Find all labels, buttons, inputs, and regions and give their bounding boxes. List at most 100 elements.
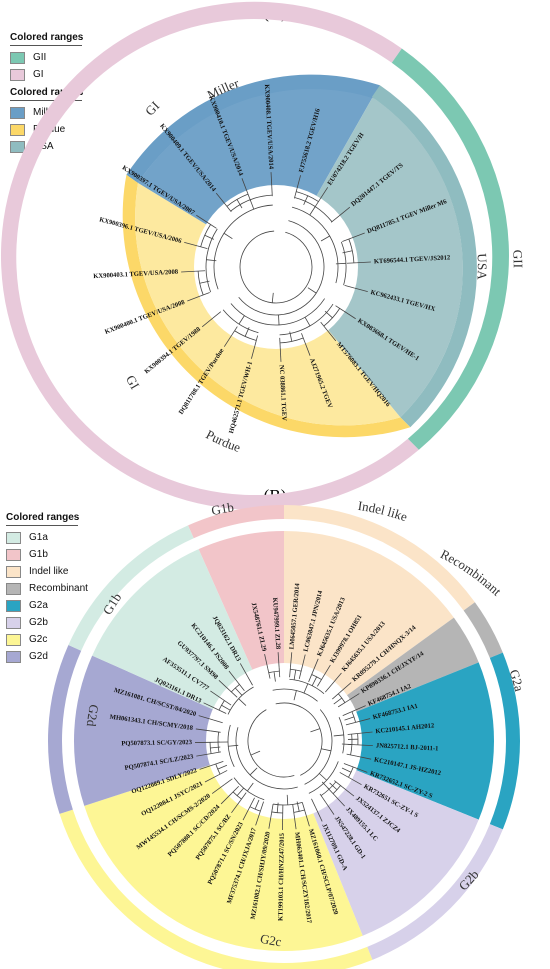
- tip-branch: [218, 680, 231, 691]
- indel-ring-segment: [284, 505, 475, 611]
- legend-item-gi: GI: [10, 66, 83, 83]
- tip-branch: [210, 690, 224, 700]
- tip-branch: [195, 728, 211, 732]
- tip-branch: [199, 764, 214, 770]
- internal-stem: [236, 199, 243, 209]
- internal-stem: [271, 292, 274, 303]
- tip-branch: [351, 232, 365, 239]
- tip-stem: [237, 682, 245, 691]
- internal-stem: [320, 235, 330, 242]
- tip-stem: [289, 667, 291, 678]
- internal-stem: [344, 716, 355, 721]
- tip-label: KX900408.1 TGEV/USA/2014: [263, 84, 274, 170]
- tip-stem: [325, 684, 333, 693]
- tip-stem: [207, 222, 217, 229]
- internal-stem: [278, 314, 280, 325]
- tip-branch: [277, 652, 280, 668]
- tip-branch: [203, 702, 218, 710]
- tip-branch: [296, 175, 301, 189]
- tip-branch: [201, 317, 214, 328]
- internal-stem: [321, 748, 332, 752]
- tip-branch: [264, 654, 269, 669]
- internal-branch: [279, 303, 334, 336]
- g2a-band-label: G2a: [506, 668, 527, 693]
- internal-stem: [236, 787, 244, 796]
- legend-swatch: [6, 633, 21, 646]
- tip-label: KT199103.1 CH/HNZZ47/2015: [277, 832, 286, 921]
- legend-header: Colored ranges: [10, 87, 84, 98]
- internal-stem: [303, 683, 309, 694]
- tip-branch: [242, 806, 251, 821]
- legend-header: Colored ranges: [6, 512, 80, 523]
- internal-stem: [249, 199, 255, 210]
- tip-branch: [228, 670, 239, 684]
- g2a-ring-segment: [489, 652, 520, 830]
- tip-stem: [308, 672, 313, 683]
- internal-branch: [275, 702, 323, 776]
- legend-swatch: [6, 582, 21, 595]
- tip-branch: [279, 347, 282, 362]
- tip-branch: [215, 192, 226, 205]
- recombinant-ring-segment: [463, 602, 503, 658]
- tip-branch: [223, 334, 233, 347]
- internal-stem: [247, 782, 254, 792]
- tip-stem: [195, 270, 206, 272]
- gi-bottom-band-label: GI: [123, 373, 143, 392]
- internal-stem: [238, 698, 247, 706]
- panel-b-legend: Colored ranges G1a G1b Indel like Recomb…: [6, 508, 88, 665]
- usa-clade-fill: [276, 97, 463, 418]
- internal-stem: [250, 750, 261, 756]
- miller-clade-fill: [138, 88, 373, 268]
- tip-stem: [298, 669, 303, 679]
- tip-branch: [255, 811, 261, 826]
- legend-divider: [10, 100, 82, 101]
- internal-stem: [335, 262, 346, 265]
- tip-stem: [342, 237, 352, 242]
- tip-stem: [267, 668, 271, 679]
- g1a-ring-segment: [68, 525, 194, 651]
- tip-stem: [247, 676, 253, 686]
- internal-stem: [238, 315, 245, 325]
- tip-branch: [231, 800, 241, 814]
- legend-item-g2d: G2d: [6, 648, 88, 665]
- purdue-ring-segment: [122, 174, 411, 438]
- tip-stem: [343, 763, 354, 768]
- tip-stem: [212, 719, 223, 724]
- legend-swatch: [10, 68, 25, 81]
- tip-stem: [218, 770, 228, 776]
- tip-branch: [353, 766, 368, 773]
- internal-stem: [341, 767, 352, 773]
- internal-stem: [286, 794, 289, 805]
- tip-branch: [351, 705, 366, 712]
- tip-label: KT696544.1 TGEV/JS2012: [374, 254, 451, 265]
- tip-branch: [268, 813, 272, 829]
- tip-stem: [347, 743, 358, 746]
- internal-branch: [233, 777, 265, 801]
- tip-branch: [355, 718, 371, 723]
- tip-branch: [326, 329, 337, 342]
- tip-branch: [239, 663, 249, 677]
- tip-branch: [339, 682, 352, 693]
- legend-label: GII: [33, 52, 47, 63]
- tip-branch: [241, 178, 248, 192]
- legend-item-indel: Indel like: [6, 563, 88, 580]
- legend-item-g2a: G2a: [6, 597, 88, 614]
- internal-stem: [304, 317, 311, 327]
- tip-branch: [304, 811, 310, 827]
- tip-stem: [222, 699, 232, 706]
- g2d-clade-fill: [74, 655, 284, 806]
- internal-stem: [293, 690, 297, 701]
- legend-swatch: [6, 531, 21, 544]
- tip-label: JN825712.1 BJ-2011-1: [376, 742, 439, 752]
- g2d-band-label: G2d: [84, 703, 102, 727]
- internal-stem: [309, 206, 316, 216]
- internal-stem: [273, 671, 276, 682]
- legend-item-g2c: G2c: [6, 631, 88, 648]
- tip-branch: [301, 654, 306, 670]
- g2a-clade-fill: [284, 662, 494, 820]
- internal-stem: [310, 728, 321, 733]
- tip-branch: [204, 774, 219, 783]
- legend-group-genotype: Colored ranges GII GI: [10, 32, 83, 83]
